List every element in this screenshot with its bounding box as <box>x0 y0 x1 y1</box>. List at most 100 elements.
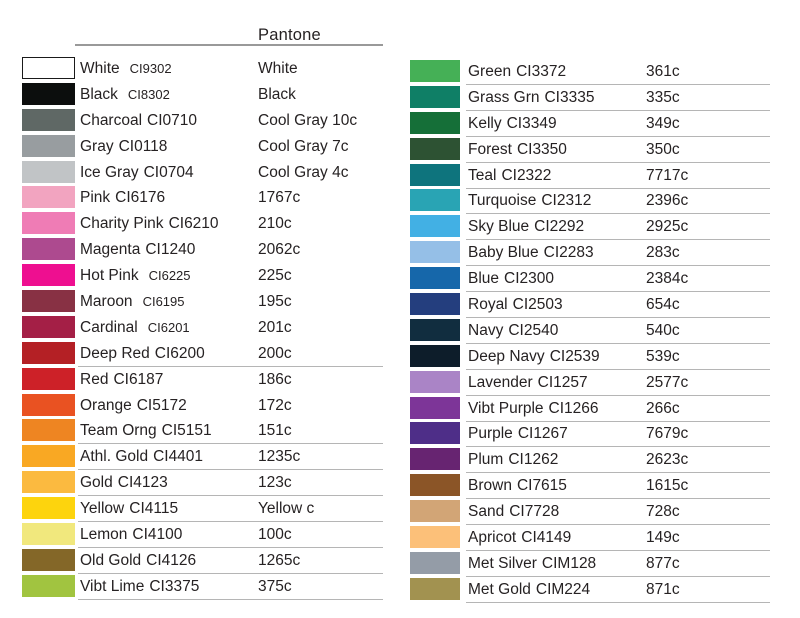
color-row-yellow: Yellow CI4115 Yellow c <box>22 497 383 523</box>
color-name: Blue <box>468 270 500 288</box>
pantone-value: 350c <box>646 140 680 158</box>
color-swatch-gray <box>22 134 75 157</box>
color-swatch-vibt-lime <box>22 574 75 597</box>
color-swatch-lemon <box>22 523 75 546</box>
row-underline <box>466 265 770 267</box>
color-swatch-met-silver <box>410 551 460 574</box>
color-swatch-team-orng <box>22 419 75 442</box>
color-label-group: Red CI6187 <box>80 368 163 390</box>
color-name: Deep Navy <box>468 347 545 365</box>
pantone-value: 7717c <box>646 166 689 184</box>
color-swatch-gold <box>22 471 75 494</box>
color-name: Purple <box>468 425 513 443</box>
row-underline <box>78 572 383 574</box>
color-label-group: Teal CI2322 <box>468 164 551 186</box>
pantone-value: 871c <box>646 580 680 598</box>
color-label-group: Apricot CI4149 <box>468 526 571 548</box>
color-swatch-charcoal <box>22 108 75 131</box>
pantone-value: 540c <box>646 321 680 339</box>
color-row-blue: Blue CI2300 2384c <box>410 267 770 293</box>
color-row-charcoal: Charcoal CI0710 Cool Gray 10c <box>22 108 383 135</box>
color-name: Maroon <box>80 293 133 311</box>
color-swatch-plum <box>410 448 460 471</box>
color-swatch-forest <box>410 137 460 160</box>
pantone-value: 266c <box>646 399 680 417</box>
pantone-value: 2384c <box>646 270 689 288</box>
color-swatch-baby-blue <box>410 241 460 264</box>
color-row-red: Red CI6187 186c <box>22 367 383 394</box>
pantone-value: 100c <box>258 526 292 544</box>
color-row-athl-gold: Athl. Gold CI4401 1235c <box>22 445 383 471</box>
color-swatch-brown <box>410 474 460 497</box>
color-swatch-ice-gray <box>22 160 75 183</box>
color-code: CI5172 <box>136 396 187 414</box>
color-name: Lavender <box>468 373 533 391</box>
color-swatch-deep-navy <box>410 344 460 367</box>
color-swatch-grass-grn <box>410 85 460 108</box>
color-label-group: Sky Blue CI2292 <box>468 215 584 237</box>
color-swatch-purple <box>410 422 460 445</box>
color-name: Sand <box>468 503 505 521</box>
color-name: Cardinal <box>80 318 138 336</box>
color-row-deep-red: Deep Red CI6200 200c <box>22 341 383 368</box>
pantone-value: 283c <box>646 244 680 262</box>
color-label-group: Gold CI4123 <box>80 471 168 493</box>
color-label-group: Blue CI2300 <box>468 267 554 289</box>
color-name: Sky Blue <box>468 218 530 236</box>
color-code: CI4401 <box>153 448 204 466</box>
pantone-value: 123c <box>258 474 292 492</box>
color-label-group: Athl. Gold CI4401 <box>80 445 203 467</box>
color-name: Magenta <box>80 241 141 259</box>
color-label-group: Vibt Purple CI1266 <box>468 397 599 419</box>
color-name: Apricot <box>468 529 517 547</box>
color-code: CI2292 <box>534 218 585 236</box>
color-name: Pink <box>80 189 111 207</box>
color-swatch-royal <box>410 293 460 316</box>
color-name: Team Orng <box>80 422 157 440</box>
color-name: Charcoal <box>80 111 143 129</box>
row-underline <box>466 498 770 500</box>
color-label-group: Deep Navy CI2539 <box>468 345 600 367</box>
pantone-value: 1235c <box>258 448 301 466</box>
color-name: Gold <box>80 474 113 492</box>
color-name: Yellow <box>80 500 125 518</box>
color-name: Vibt Lime <box>80 577 145 595</box>
row-underline <box>466 550 770 552</box>
row-underline <box>466 161 770 163</box>
color-name: Kelly <box>468 114 502 132</box>
pantone-value: Yellow c <box>258 500 315 518</box>
pantone-value: White <box>258 60 298 77</box>
pantone-value: 654c <box>646 296 680 314</box>
color-code: CI0710 <box>147 111 198 129</box>
row-underline <box>466 239 770 241</box>
pantone-value: Cool Gray 7c <box>258 137 349 155</box>
color-row-forest: Forest CI3350 350c <box>410 137 770 164</box>
color-label-group: Orange CI5172 <box>80 394 187 416</box>
color-code: CI7728 <box>509 503 560 521</box>
color-swatch-green <box>410 60 460 82</box>
color-swatch-red <box>22 367 75 390</box>
color-name: Navy <box>468 321 504 339</box>
pantone-value: 201c <box>258 318 292 336</box>
color-code: CI3349 <box>506 114 557 132</box>
color-row-gray: Gray CI0118 Cool Gray 7c <box>22 134 383 161</box>
color-row-team-orng: Team Orng CI5151 151c <box>22 419 383 445</box>
color-swatch-yellow <box>22 497 75 520</box>
color-row-navy: Navy CI2540 540c <box>410 318 770 345</box>
color-row-green: Green CI3372 361c <box>410 60 770 86</box>
row-underline <box>466 291 770 293</box>
color-code: CI1240 <box>145 241 196 259</box>
color-label-group: Met Silver CIM128 <box>468 552 596 574</box>
color-name: White <box>80 60 120 77</box>
color-label-group: Vibt Lime CI3375 <box>80 575 199 597</box>
color-name: Ice Gray <box>80 163 139 181</box>
color-name: Royal <box>468 296 508 314</box>
color-label-group: Lemon CI4100 <box>80 523 182 545</box>
color-row-grass-grn: Grass Grn CI3335 335c <box>410 85 770 112</box>
color-code: CIM224 <box>535 580 591 598</box>
color-label-group: Plum CI1262 <box>468 448 558 470</box>
pantone-value: 7679c <box>646 425 689 443</box>
color-name: Met Gold <box>468 580 531 598</box>
color-label-group: Old Gold CI4126 <box>80 549 196 571</box>
color-swatch-white <box>22 57 75 79</box>
